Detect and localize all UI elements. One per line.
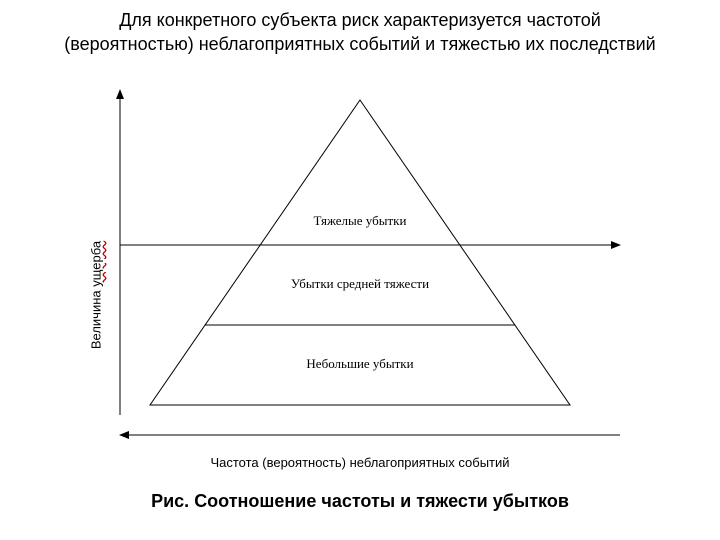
pyramid-diagram-svg: Тяжелые убытки Убытки средней тяжести Небо… (0, 70, 720, 470)
caption-text: Соотношение частоты и тяжести убытков (194, 491, 569, 511)
y-axis-label: Величина ущерба (89, 241, 104, 349)
heading-text: Для конкретного субъекта риск характериз… (0, 0, 720, 57)
x-axis-label: Частота (вероятность) неблагоприятных со… (0, 455, 720, 470)
caption-prefix: Рис. (151, 491, 194, 511)
heading-line1: Для конкретного субъекта риск характериз… (119, 10, 601, 30)
figure-caption: Рис. Соотношение частоты и тяжести убытк… (0, 491, 720, 512)
y-axis-label-underlined: ущерба (89, 241, 104, 287)
pyramid-tier-label-2: Небольшие убытки (306, 356, 413, 371)
pyramid-tier-label-1: Убытки средней тяжести (291, 276, 429, 291)
y-axis-label-pre: Величина (89, 287, 104, 349)
pyramid-tier-label-0: Тяжелые убытки (314, 213, 407, 228)
diagram-area: Величина ущерба Тяжелые убытки Убытки сре… (0, 70, 720, 470)
heading-line2: (вероятностью) неблагоприятных событий и… (64, 34, 655, 54)
